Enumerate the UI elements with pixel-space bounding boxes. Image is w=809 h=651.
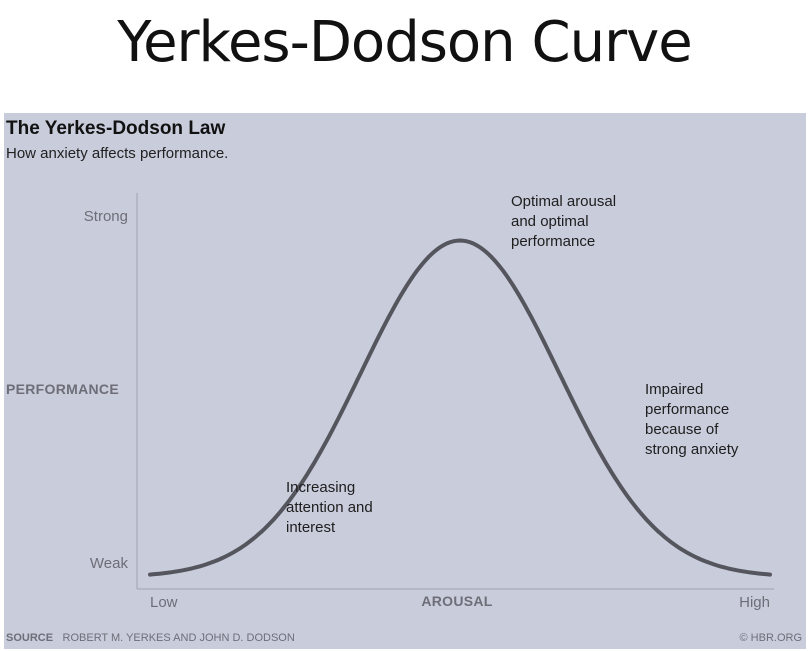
annotation-rising-line-1: Increasing [286, 479, 355, 496]
annotation-rising: Increasing attention and interest [286, 479, 377, 536]
annotation-falling: Impaired performance because of strong a… [645, 381, 739, 458]
annotation-rising-line-3: interest [286, 519, 336, 536]
annotation-peak-line-2: and optimal [511, 213, 589, 230]
y-tick-weak: Weak [90, 555, 129, 572]
source-label: SOURCE [6, 632, 53, 644]
annotation-peak: Optimal arousal and optimal performance [511, 193, 620, 250]
chart-subtitle: How anxiety affects performance. [6, 145, 228, 162]
annotation-falling-line-2: performance [645, 401, 729, 418]
x-tick-low: Low [150, 594, 178, 611]
annotation-falling-line-1: Impaired [645, 381, 703, 398]
annotation-falling-line-3: because of [645, 421, 719, 438]
annotation-rising-line-2: attention and [286, 499, 373, 516]
y-tick-strong: Strong [84, 208, 128, 225]
x-tick-high: High [739, 594, 770, 611]
y-axis-label: PERFORMANCE [6, 381, 119, 397]
source-text: ROBERT M. YERKES AND JOHN D. DODSON [63, 632, 295, 644]
hbr-credit: © HBR.ORG [740, 632, 803, 644]
x-axis-label: AROUSAL [421, 593, 492, 609]
chart-panel: The Yerkes-Dodson Law How anxiety affect… [4, 113, 806, 649]
annotation-peak-line-3: performance [511, 233, 595, 250]
chart-title: The Yerkes-Dodson Law [6, 118, 225, 139]
chart-svg: The Yerkes-Dodson Law How anxiety affect… [6, 118, 803, 645]
source-line: SOURCE ROBERT M. YERKES AND JOHN D. DODS… [6, 628, 295, 645]
slide-title: Yerkes-Dodson Curve [117, 10, 692, 75]
performance-curve [148, 238, 772, 577]
annotation-peak-line-1: Optimal arousal [511, 193, 616, 210]
annotation-falling-line-4: strong anxiety [645, 441, 739, 458]
